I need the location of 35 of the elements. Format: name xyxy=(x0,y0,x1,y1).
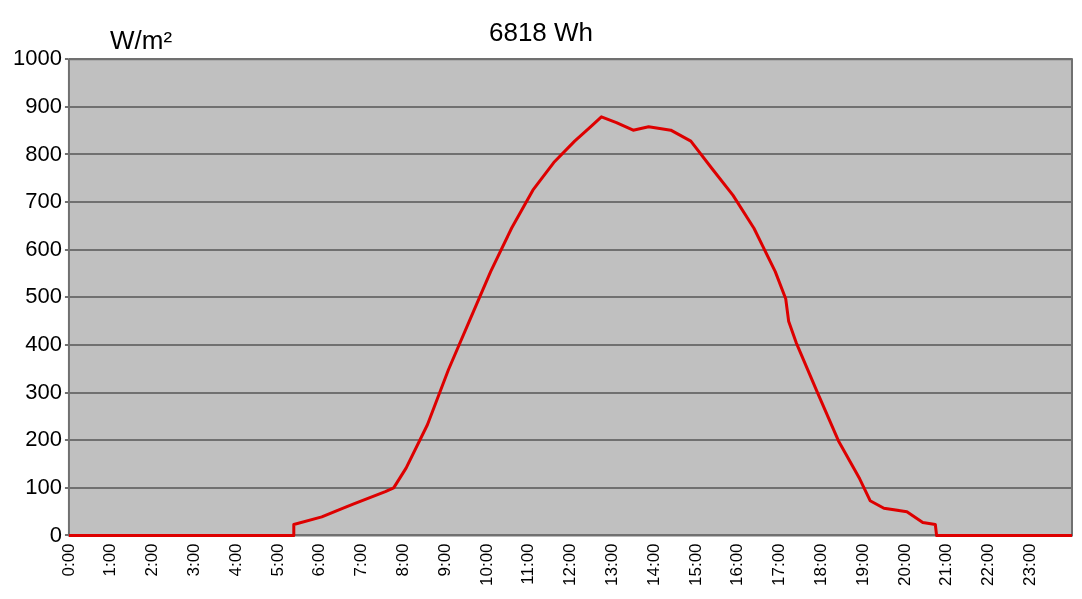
x-tick-label: 22:00 xyxy=(978,543,998,587)
y-tick-label: 200 xyxy=(25,426,62,452)
x-tick-label: 7:00 xyxy=(351,543,371,577)
x-tick-label: 18:00 xyxy=(810,543,830,587)
x-tick-label: 6:00 xyxy=(309,543,329,577)
x-tick-label: 8:00 xyxy=(392,543,412,577)
y-tick-label: 800 xyxy=(25,140,62,166)
x-tick-label: 1:00 xyxy=(100,543,120,577)
y-tick-label: 400 xyxy=(25,331,62,357)
x-tick-label: 13:00 xyxy=(601,543,621,587)
x-tick-label: 15:00 xyxy=(685,543,705,587)
x-tick-label: 16:00 xyxy=(727,543,747,587)
y-tick-label: 900 xyxy=(25,92,62,118)
x-tick-label: 3:00 xyxy=(184,543,204,577)
x-tick-label: 17:00 xyxy=(769,543,789,587)
y-tick-label: 300 xyxy=(25,378,62,404)
x-tick-label: 21:00 xyxy=(936,543,956,587)
chart-title: 6818 Wh xyxy=(488,16,594,47)
y-tick-label: 600 xyxy=(25,235,62,261)
x-tick-label: 23:00 xyxy=(1019,543,1039,587)
x-tick-label: 2:00 xyxy=(142,543,162,577)
y-tick-label: 1000 xyxy=(12,45,62,71)
y-tick-label: 700 xyxy=(25,188,62,214)
x-tick-label: 11:00 xyxy=(518,543,538,585)
x-tick-label: 20:00 xyxy=(894,543,914,587)
x-tick-label: 5:00 xyxy=(267,543,287,577)
y-tick-label: 500 xyxy=(25,283,62,309)
x-tick-label: 10:00 xyxy=(476,543,496,587)
x-tick-label: 4:00 xyxy=(225,543,245,577)
y-tick-label: 100 xyxy=(25,473,62,499)
x-tick-label: 19:00 xyxy=(852,543,872,587)
x-tick-label: 14:00 xyxy=(643,543,663,587)
y-axis-title: W/m² xyxy=(110,25,173,56)
x-tick-label: 12:00 xyxy=(560,543,580,587)
x-tick-label: 9:00 xyxy=(434,543,454,577)
